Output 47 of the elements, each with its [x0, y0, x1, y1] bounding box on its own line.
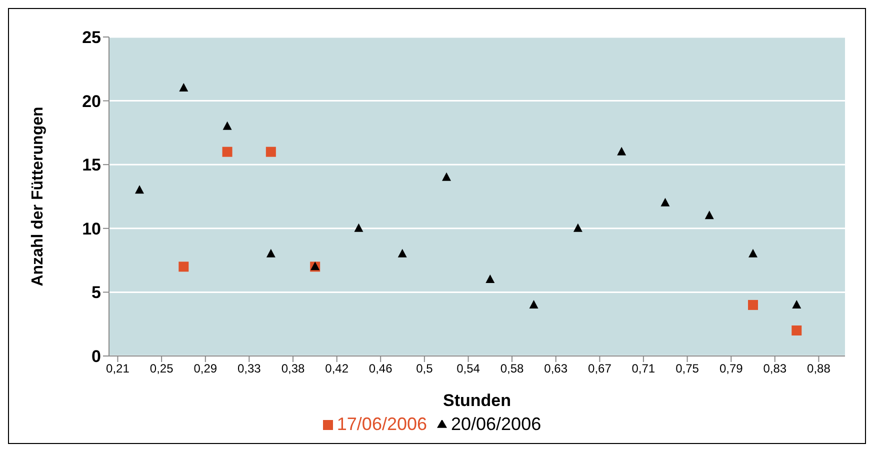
point — [398, 248, 407, 258]
point — [134, 185, 144, 194]
point — [266, 146, 276, 157]
point — [442, 172, 452, 181]
x-tick-label: 0,58 — [500, 362, 524, 376]
x-tick-label: 0,42 — [325, 362, 349, 376]
point — [222, 146, 232, 157]
x-tick-label: 0,25 — [150, 362, 174, 376]
y-tick-label: 25 — [82, 28, 101, 48]
point — [792, 300, 802, 308]
point — [529, 300, 538, 308]
x-tick-label: 0,63 — [544, 362, 568, 376]
x-tick-label: 0,21 — [106, 362, 130, 376]
point — [573, 223, 582, 232]
x-tick-label: 0,38 — [281, 362, 305, 376]
x-tick-label: 0,46 — [368, 362, 393, 376]
x-tick-label: 0,88 — [807, 362, 831, 376]
x-tick-label: 0,54 — [456, 362, 480, 376]
x-axis-title: Stunden — [443, 391, 511, 410]
x-tick-label: 0,5 — [416, 362, 434, 376]
point — [660, 198, 670, 206]
point — [704, 210, 714, 220]
point — [486, 274, 495, 283]
x-tick-label: 0,67 — [588, 362, 612, 376]
x-tick-label: 0,83 — [763, 362, 787, 376]
legend-label: 20/06/2006 — [451, 414, 542, 434]
x-tick-label: 0,33 — [237, 362, 262, 376]
y-tick-label: 0 — [92, 347, 101, 366]
y-tick-label: 15 — [82, 156, 101, 175]
point — [266, 248, 276, 258]
y-tick-label: 20 — [82, 92, 101, 111]
point — [748, 248, 758, 258]
x-tick-label: 0,75 — [676, 362, 700, 376]
x-tick-label: 0,79 — [719, 362, 744, 376]
point — [222, 121, 232, 130]
point — [178, 262, 189, 272]
point — [617, 146, 626, 156]
point — [179, 83, 188, 92]
legend-label: 17/06/2006 — [336, 414, 427, 434]
x-tick-label: 0,71 — [632, 362, 656, 376]
y-tick-label: 5 — [92, 283, 101, 302]
point — [748, 300, 758, 310]
y-tick-label: 10 — [82, 219, 101, 238]
y-axis-title: Anzahl der Fütterungen — [30, 106, 47, 286]
point — [792, 325, 802, 336]
point — [354, 223, 364, 232]
x-tick-label: 0,29 — [194, 362, 218, 376]
